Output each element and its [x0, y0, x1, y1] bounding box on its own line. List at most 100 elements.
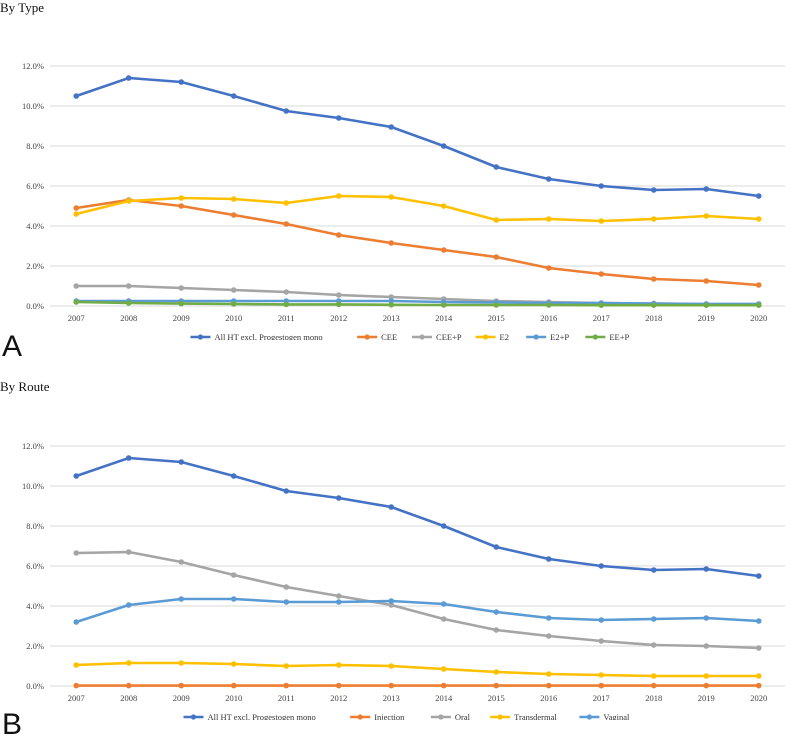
- y-tick-label: 0.0%: [26, 681, 44, 691]
- data-point: [335, 193, 342, 199]
- data-point: [283, 488, 290, 494]
- legend-item: CEE: [357, 332, 397, 340]
- series-line: [74, 194, 761, 223]
- data-point: [73, 682, 80, 689]
- data-point: [335, 599, 342, 605]
- data-point: [755, 682, 762, 689]
- series-0: [73, 455, 762, 579]
- x-tick-label: 2013: [383, 313, 400, 323]
- x-tick-label: 2009: [173, 313, 190, 323]
- data-point: [335, 593, 342, 599]
- series-2: [73, 549, 762, 651]
- data-point: [125, 198, 132, 204]
- y-tick-label: 2.0%: [26, 261, 44, 271]
- data-point: [545, 216, 552, 222]
- data-point: [283, 301, 290, 308]
- series-line: [74, 661, 761, 678]
- data-point: [703, 682, 710, 689]
- series-1: [73, 682, 762, 689]
- legend-item: E2+P: [526, 332, 569, 340]
- data-point: [73, 473, 80, 479]
- data-point: [73, 662, 80, 668]
- y-tick-label: 8.0%: [26, 141, 44, 151]
- data-point: [283, 584, 290, 590]
- x-tick-label: 2020: [750, 693, 767, 703]
- y-tick-label: 4.0%: [26, 601, 44, 611]
- series-1: [73, 197, 762, 288]
- data-point: [230, 682, 237, 689]
- data-point: [73, 205, 80, 211]
- data-point: [703, 643, 710, 649]
- x-tick-label: 2009: [173, 693, 190, 703]
- y-tick-label: 12.0%: [22, 441, 44, 451]
- data-point: [650, 276, 657, 282]
- legend-item: All HT excl. Progestogen mono: [190, 332, 323, 340]
- legend-label: All HT excl. Progestogen mono: [214, 332, 322, 340]
- data-point: [230, 301, 237, 307]
- data-point: [703, 278, 710, 284]
- data-point: [283, 289, 290, 295]
- series-line: [74, 597, 761, 624]
- data-point: [335, 115, 342, 121]
- x-tick-label: 2012: [330, 313, 347, 323]
- legend-item: Transdermal: [490, 712, 557, 720]
- series-line: [74, 550, 761, 650]
- data-point: [125, 455, 132, 461]
- legend-item: E2: [475, 332, 509, 340]
- data-point: [178, 300, 185, 307]
- data-point: [755, 618, 762, 624]
- data-point: [388, 682, 395, 689]
- data-point: [178, 682, 185, 689]
- data-point: [755, 673, 762, 679]
- data-point: [650, 302, 657, 309]
- x-tick-label: 2016: [540, 693, 557, 703]
- data-point: [388, 194, 395, 200]
- data-point: [650, 216, 657, 222]
- x-tick-label: 2014: [435, 313, 453, 323]
- data-point: [703, 566, 710, 572]
- data-point: [440, 523, 447, 529]
- data-point: [440, 616, 447, 622]
- data-point: [178, 285, 185, 291]
- y-tick-label: 8.0%: [26, 521, 44, 531]
- data-point: [388, 124, 395, 130]
- data-point: [545, 633, 552, 639]
- y-tick-label: 12.0%: [22, 61, 44, 71]
- x-tick-label: 2012: [330, 693, 347, 703]
- legend-item: All HT excl. Progestogen mono: [183, 712, 316, 720]
- data-point: [545, 265, 552, 271]
- data-point: [230, 93, 237, 99]
- data-point: [178, 79, 185, 85]
- data-point: [650, 616, 657, 622]
- data-point: [125, 602, 132, 608]
- legend-label: Transdermal: [514, 712, 557, 720]
- data-point: [178, 203, 185, 209]
- legend-label: Vaginal: [603, 712, 630, 720]
- data-point: [755, 573, 762, 579]
- data-point: [125, 660, 132, 666]
- x-tick-label: 2015: [488, 693, 505, 703]
- panel-a-letter: A: [2, 330, 23, 363]
- data-point: [703, 673, 710, 679]
- x-tick-label: 2007: [68, 313, 85, 323]
- data-point: [73, 283, 80, 289]
- data-point: [650, 673, 657, 679]
- y-tick-label: 2.0%: [26, 641, 44, 651]
- data-point: [650, 682, 657, 689]
- legend-label: E2+P: [550, 332, 569, 340]
- data-point: [178, 596, 185, 602]
- data-point: [598, 682, 605, 689]
- data-point: [335, 495, 342, 501]
- y-tick-label: 6.0%: [26, 561, 44, 571]
- x-tick-label: 2020: [750, 313, 767, 323]
- data-point: [440, 302, 447, 308]
- data-point: [283, 108, 290, 114]
- y-tick-label: 6.0%: [26, 181, 44, 191]
- data-point: [545, 176, 552, 182]
- data-point: [598, 271, 605, 277]
- legend-item: Oral: [430, 712, 471, 720]
- data-point: [703, 615, 710, 621]
- chart-b: 0.0% 2.0% 4.0% 6.0% 8.0% 10.0% 12.0% 2007 2008 20…: [22, 441, 785, 720]
- y-tick-label: 10.0%: [22, 481, 44, 491]
- data-point: [650, 642, 657, 648]
